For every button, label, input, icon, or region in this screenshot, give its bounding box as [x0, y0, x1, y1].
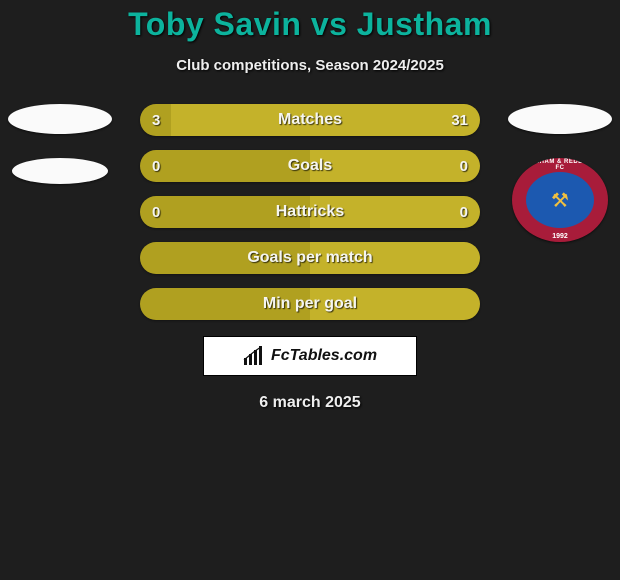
club-flag-icon [12, 158, 108, 184]
stat-left-value: 3 [152, 104, 160, 136]
club-badge-icon: ⚒ DAGENHAM & REDBRIDGE FC 1992 [512, 158, 608, 242]
right-player-column: ⚒ DAGENHAM & REDBRIDGE FC 1992 [500, 104, 620, 242]
stat-bar-right-segment [310, 242, 480, 274]
stat-bar: Min per goal [140, 288, 480, 320]
left-player-column [0, 104, 120, 208]
stat-left-value: 0 [152, 196, 160, 228]
bar-chart-icon [243, 346, 265, 366]
brand-attribution: FcTables.com [203, 336, 417, 376]
stat-right-value: 31 [451, 104, 468, 136]
club-name-label: DAGENHAM & REDBRIDGE FC [512, 159, 608, 171]
country-flag-icon [8, 104, 112, 134]
club-emblem-icon: ⚒ [551, 188, 569, 213]
stat-bar: 331Matches [140, 104, 480, 136]
comparison-stage: ⚒ DAGENHAM & REDBRIDGE FC 1992 331Matche… [0, 104, 620, 320]
stat-bar-left-segment [140, 242, 310, 274]
country-flag-icon [508, 104, 612, 134]
club-year-label: 1992 [512, 233, 608, 240]
stat-bar-left-segment [140, 196, 310, 228]
stat-bar-left-segment [140, 150, 310, 182]
stat-left-value: 0 [152, 150, 160, 182]
stat-bar-right-segment [310, 288, 480, 320]
stat-bars: 331Matches00Goals00HattricksGoals per ma… [140, 104, 480, 320]
stat-bar-right-segment [310, 150, 480, 182]
stat-bar: Goals per match [140, 242, 480, 274]
page-title: Toby Savin vs Justham [0, 0, 620, 43]
brand-text: FcTables.com [271, 347, 377, 365]
stat-bar: 00Hattricks [140, 196, 480, 228]
snapshot-date: 6 march 2025 [0, 394, 620, 412]
page-subtitle: Club competitions, Season 2024/2025 [0, 43, 620, 74]
stat-right-value: 0 [460, 150, 468, 182]
stat-bar-right-segment [171, 104, 480, 136]
stat-right-value: 0 [460, 196, 468, 228]
stat-bar-left-segment [140, 288, 310, 320]
stat-bar-right-segment [310, 196, 480, 228]
stat-bar: 00Goals [140, 150, 480, 182]
